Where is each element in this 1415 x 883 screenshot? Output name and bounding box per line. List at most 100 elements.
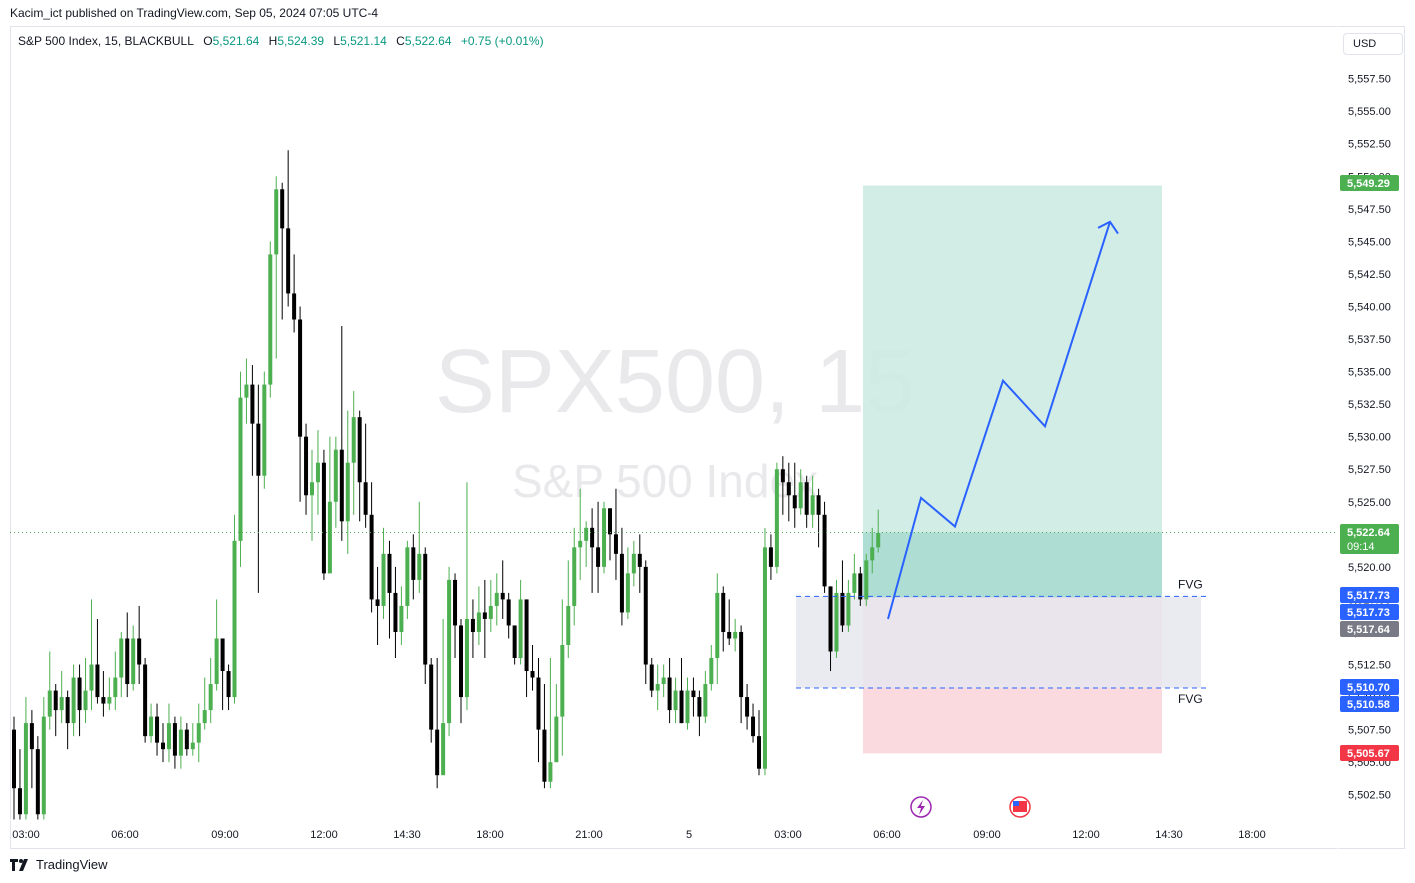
candle-body xyxy=(149,716,154,737)
candle-body xyxy=(339,449,344,522)
candle-body xyxy=(745,697,750,717)
y-tick-label: 5,540.00 xyxy=(1348,301,1391,313)
candle-body xyxy=(643,566,648,665)
us-flag-icon[interactable] xyxy=(1009,796,1031,818)
bar-countdown-label: 09:14 xyxy=(1347,541,1375,553)
candle-body xyxy=(578,540,583,548)
candle-body xyxy=(572,547,577,606)
candle-body xyxy=(184,729,189,750)
candle-body xyxy=(637,553,642,567)
x-tick-label: 12:00 xyxy=(1072,829,1100,841)
legend-low-label: L xyxy=(333,34,341,48)
candle-body xyxy=(220,638,225,672)
x-tick-label: 03:00 xyxy=(12,829,40,841)
candle-body xyxy=(530,671,535,678)
projection-path[interactable] xyxy=(887,221,1111,620)
price-tag-bg xyxy=(1340,696,1399,712)
candle-body xyxy=(792,495,797,509)
candle-body xyxy=(673,690,678,711)
candle-body xyxy=(709,658,714,685)
y-tick-label: 5,557.50 xyxy=(1348,74,1391,86)
candle-body xyxy=(655,684,660,691)
candle-body xyxy=(751,716,756,737)
candle-body xyxy=(381,553,386,606)
currency-button[interactable]: USD xyxy=(1343,33,1403,55)
candle-body xyxy=(35,749,40,815)
candle-body xyxy=(435,729,440,776)
y-tick-label: 5,552.50 xyxy=(1348,139,1391,151)
candle-body xyxy=(166,723,171,750)
candle-body xyxy=(584,527,589,541)
candle-body xyxy=(560,644,565,717)
candle-body xyxy=(125,638,130,685)
candle-body xyxy=(679,690,684,724)
candle-body xyxy=(542,729,547,782)
price-tag: 5,517.73 xyxy=(1340,604,1399,620)
candle-body xyxy=(29,723,34,750)
us-flag-icon-stripes xyxy=(1013,801,1027,812)
candle-body xyxy=(250,384,255,424)
candle-body xyxy=(23,723,28,815)
candle-body xyxy=(47,690,52,717)
fvg-rectangle[interactable] xyxy=(796,596,1201,688)
candle-body xyxy=(780,469,785,483)
legend-open-label: O xyxy=(203,34,213,48)
footer-logo[interactable]: TradingView xyxy=(10,857,108,872)
candle-body xyxy=(375,599,380,606)
legend-close-label: C xyxy=(396,34,405,48)
candle-body xyxy=(101,697,106,704)
candle-body xyxy=(512,625,517,659)
candle-body xyxy=(524,599,529,672)
candle-body xyxy=(107,697,112,704)
chart-frame xyxy=(10,26,1405,849)
candle-body xyxy=(649,664,654,691)
candle-body xyxy=(161,742,165,750)
legend-symbol: S&P 500 Index, 15, BLACKBULL xyxy=(18,34,194,48)
candle-body xyxy=(774,469,779,567)
candle-body xyxy=(53,690,58,711)
candle-body xyxy=(613,534,618,554)
lightning-icon-bolt xyxy=(917,800,925,815)
candle-body xyxy=(685,690,690,724)
candle-body xyxy=(286,228,291,294)
candle-body xyxy=(840,592,845,626)
candle-body xyxy=(41,716,46,815)
candle-body xyxy=(256,423,261,476)
candle-body xyxy=(387,553,392,593)
candle-body xyxy=(828,586,833,652)
candle-body xyxy=(196,723,201,743)
footer-brand: TradingView xyxy=(36,857,108,872)
candle-body xyxy=(268,254,273,385)
legend-high-label: H xyxy=(268,34,278,48)
candle-body xyxy=(733,631,738,639)
y-tick-label: 5,542.50 xyxy=(1348,269,1391,281)
price-tag: 5,505.67 xyxy=(1340,745,1399,761)
candle-body xyxy=(548,762,553,782)
candle-body xyxy=(17,788,22,815)
candle-body xyxy=(661,677,666,685)
price-tag-label: 5,510.70 xyxy=(1347,682,1390,694)
price-tag: 5,517.64 xyxy=(1340,621,1399,637)
candle-body xyxy=(321,462,326,574)
candle-body xyxy=(172,723,177,756)
last-price-tag-bg xyxy=(1340,524,1399,554)
candle-body xyxy=(95,664,100,698)
candle-body xyxy=(625,573,630,613)
candle-body xyxy=(238,397,243,541)
candle-body xyxy=(786,482,791,496)
x-tick-label: 14:30 xyxy=(393,829,421,841)
candle-body xyxy=(596,547,601,567)
candle-body xyxy=(757,736,761,769)
y-tick-label: 5,537.50 xyxy=(1348,334,1391,346)
candle-body xyxy=(554,716,559,763)
candle-body xyxy=(71,677,76,724)
candle-body xyxy=(697,697,702,717)
candle-body xyxy=(441,723,446,776)
lightning-icon[interactable] xyxy=(910,796,932,818)
y-tick-label: 5,507.50 xyxy=(1348,725,1391,737)
candle-body xyxy=(715,592,720,659)
candle-body xyxy=(399,605,404,632)
candle-body xyxy=(214,638,219,685)
candle-body xyxy=(739,631,744,698)
